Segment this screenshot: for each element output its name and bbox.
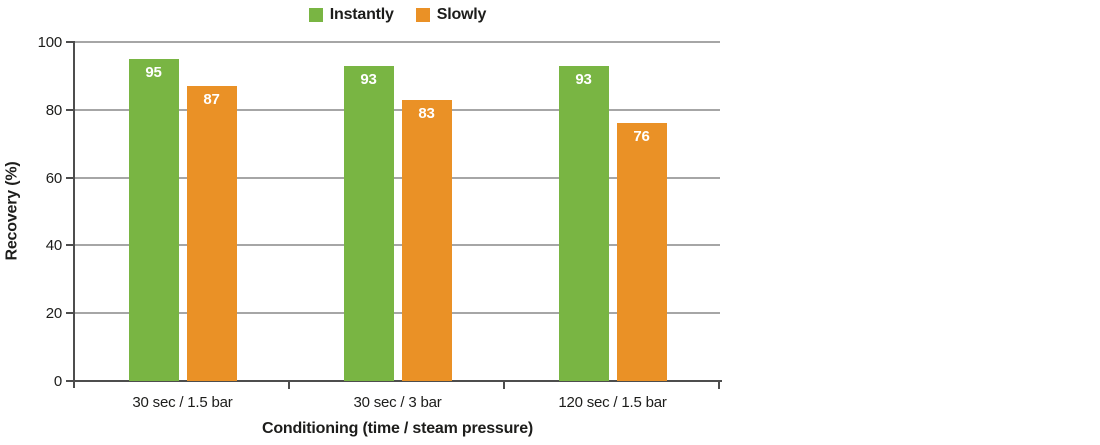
legend-swatch-slowly-icon bbox=[415, 8, 430, 22]
y-tick bbox=[66, 108, 73, 111]
y-axis-title: Recovery (%) bbox=[3, 161, 21, 261]
bar-value-label: 87 bbox=[203, 91, 220, 108]
x-axis-title: Conditioning (time / steam pressure) bbox=[261, 420, 534, 437]
y-tick-label: 60 bbox=[45, 169, 62, 187]
bar-value-label: 76 bbox=[633, 128, 650, 145]
gridline bbox=[75, 244, 720, 247]
gridline bbox=[75, 41, 720, 43]
bar-value-label: 93 bbox=[360, 71, 377, 88]
bar: 76 bbox=[616, 123, 667, 381]
gridline bbox=[75, 108, 720, 111]
x-tick bbox=[288, 382, 290, 389]
y-tick bbox=[66, 41, 73, 43]
bar: 83 bbox=[401, 100, 452, 381]
bar: 87 bbox=[186, 86, 237, 381]
x-category-label: 30 sec / 1.5 bar bbox=[132, 394, 233, 411]
bar-value-label: 83 bbox=[418, 105, 435, 122]
y-tick-label: 0 bbox=[53, 373, 62, 390]
bar: 93 bbox=[558, 66, 609, 381]
legend-item: Instantly bbox=[308, 6, 394, 24]
bar-value-label: 93 bbox=[575, 71, 592, 88]
legend-swatch-instantly-icon bbox=[308, 8, 323, 22]
bar: 93 bbox=[343, 66, 394, 381]
x-category-label: 30 sec / 3 bar bbox=[353, 394, 442, 411]
y-tick bbox=[66, 176, 73, 179]
legend-item: Slowly bbox=[415, 6, 487, 24]
y-tick bbox=[66, 380, 73, 382]
y-axis-line bbox=[73, 41, 75, 388]
legend-label: Instantly bbox=[329, 6, 394, 23]
plot-area: 95 87 93 83 93 76 bbox=[75, 41, 720, 381]
x-tick bbox=[718, 382, 720, 389]
legend: Instantly Slowly bbox=[75, 3, 720, 27]
x-category-label: 120 sec / 1.5 bar bbox=[558, 394, 667, 411]
legend-label: Slowly bbox=[436, 6, 487, 23]
x-axis-line bbox=[73, 380, 722, 382]
y-tick-label: 100 bbox=[37, 34, 63, 51]
gridline bbox=[75, 176, 720, 179]
bar: 95 bbox=[128, 59, 179, 381]
y-tick-label: 20 bbox=[45, 305, 62, 323]
gridline bbox=[75, 312, 720, 315]
y-tick bbox=[66, 244, 73, 247]
y-tick bbox=[66, 312, 73, 315]
x-tick bbox=[503, 382, 505, 389]
bar-value-label: 95 bbox=[145, 64, 162, 81]
y-tick-label: 40 bbox=[45, 237, 62, 255]
y-tick-label: 80 bbox=[45, 101, 62, 119]
